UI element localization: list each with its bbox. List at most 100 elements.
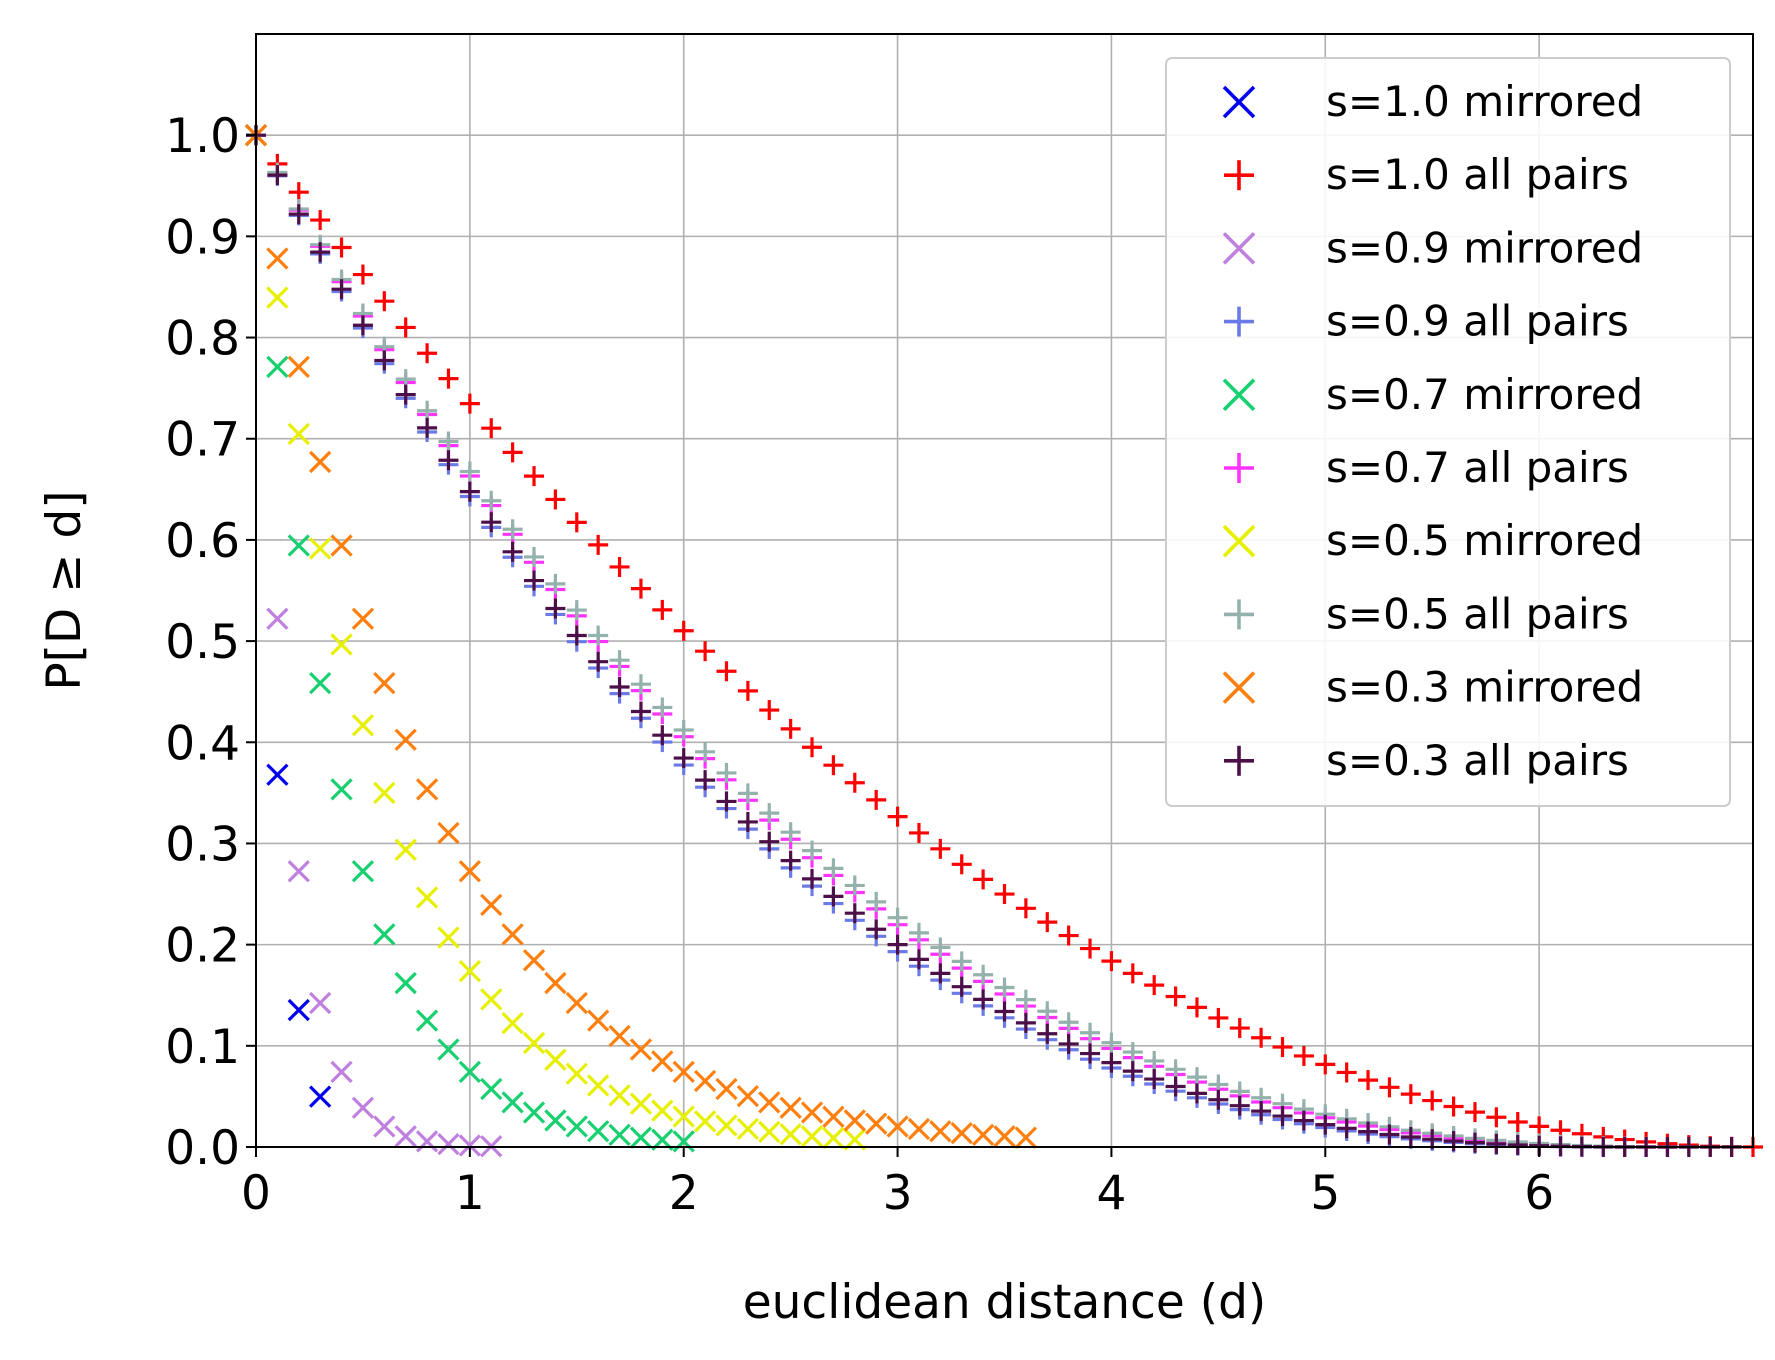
data-point [587, 1120, 610, 1143]
x-tick-label: 6 [1524, 1166, 1554, 1221]
series-2 [244, 124, 503, 1158]
data-point [1037, 912, 1058, 933]
data-point [266, 763, 289, 786]
x-tick-label: 0 [241, 1166, 271, 1221]
data-point [930, 963, 951, 984]
data-point [438, 368, 459, 389]
data-point [437, 821, 460, 845]
data-point [1015, 989, 1036, 1010]
data-point [481, 418, 502, 439]
data-point [780, 850, 801, 871]
x-tick-label: 5 [1310, 1166, 1340, 1221]
data-point [866, 789, 887, 810]
data-point [266, 355, 289, 378]
data-point [715, 1077, 738, 1101]
data-point [695, 641, 716, 662]
data-point [887, 934, 908, 955]
y-tick-label: 0.0 [165, 1121, 240, 1176]
data-point [759, 700, 780, 721]
data-point [1464, 1132, 1485, 1153]
data-point [1144, 1050, 1165, 1071]
data-point [930, 937, 951, 958]
x-tick-label: 1 [455, 1166, 485, 1221]
data-point [565, 991, 588, 1015]
legend-label: s=0.9 all pairs [1326, 297, 1629, 346]
data-point [544, 971, 567, 995]
data-point [823, 858, 844, 879]
data-point [802, 868, 823, 889]
data-point [759, 831, 780, 852]
data-point [1037, 1023, 1058, 1044]
data-point [1165, 986, 1186, 1007]
data-point [1080, 1043, 1101, 1064]
data-point [907, 1117, 931, 1141]
data-point [993, 1125, 1016, 1148]
data-point [1251, 1101, 1272, 1122]
data-point [886, 1115, 909, 1138]
data-point [695, 741, 716, 762]
legend-marker [1224, 745, 1254, 776]
data-point [373, 781, 396, 805]
data-point [287, 998, 310, 1022]
data-point [737, 811, 758, 832]
y-tick-label: 0.5 [165, 615, 240, 670]
data-point [1422, 1090, 1443, 1111]
data-point [481, 490, 502, 511]
data-point [415, 886, 439, 909]
data-point [1186, 1083, 1207, 1104]
data-point [736, 1117, 760, 1141]
data-point [1014, 1126, 1038, 1149]
legend-label: s=0.3 all pairs [1326, 736, 1629, 785]
data-point [417, 343, 438, 364]
data-point [951, 951, 972, 972]
data-point [652, 599, 673, 620]
data-point [887, 907, 908, 928]
data-point [459, 393, 480, 414]
data-point [352, 315, 373, 336]
data-point [1379, 1124, 1400, 1145]
y-tick-label: 0.7 [165, 413, 240, 468]
data-point [524, 546, 545, 567]
data-point [672, 1060, 695, 1083]
y-tick-label: 0.8 [165, 312, 240, 367]
data-point [501, 923, 524, 946]
data-point [780, 822, 801, 843]
data-point [1464, 1102, 1485, 1123]
data-point [310, 210, 331, 231]
data-point [417, 400, 438, 421]
legend-entry: s=0.9 all pairs [1224, 297, 1629, 346]
data-point [522, 1101, 546, 1124]
data-point [502, 541, 523, 562]
data-point [652, 725, 673, 746]
data-point [330, 633, 353, 656]
data-point [1507, 1134, 1528, 1155]
legend-marker [1224, 599, 1254, 630]
data-point [822, 1126, 845, 1150]
data-point [502, 519, 523, 540]
data-point [930, 838, 951, 859]
data-point [1272, 1037, 1293, 1058]
data-point [351, 860, 375, 883]
data-point [1336, 1062, 1357, 1083]
data-point [395, 317, 416, 338]
data-point [673, 620, 694, 641]
data-point [394, 838, 417, 861]
legend-entry: s=0.7 mirrored [1222, 370, 1643, 419]
data-point [672, 1130, 695, 1153]
data-point [1315, 1114, 1336, 1135]
data-point [288, 182, 309, 203]
data-point [458, 960, 481, 983]
data-point [780, 718, 801, 739]
legend-entry: s=1.0 all pairs [1224, 150, 1629, 199]
data-point [1144, 975, 1165, 996]
data-point [950, 1122, 973, 1145]
data-point [330, 778, 353, 801]
data-point [652, 697, 673, 718]
data-point [608, 1024, 631, 1048]
data-point [522, 1031, 546, 1055]
data-point [1122, 1042, 1143, 1063]
data-point [716, 762, 737, 783]
data-point [973, 964, 994, 985]
data-point [545, 573, 566, 594]
